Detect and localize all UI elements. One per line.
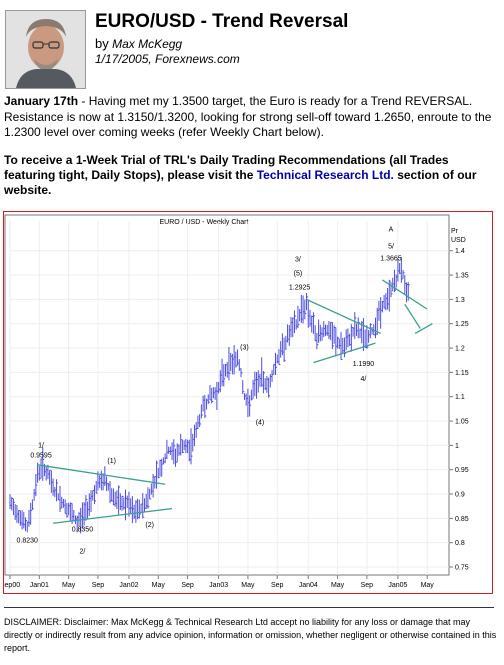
chart-annotation: A <box>389 226 394 233</box>
plot-area <box>4 214 450 576</box>
separator-line <box>4 607 494 608</box>
chart-annotation: 0.8350 <box>72 526 94 533</box>
x-tick-label: Jan02 <box>119 582 138 589</box>
x-tick-label: Sep <box>271 582 284 589</box>
y-tick-label: 0.85 <box>455 516 469 523</box>
promo-text-after: section of our website. <box>4 168 477 197</box>
y-tick-label: 1.35 <box>455 273 469 280</box>
chart-title: EURO / USD - Weekly Chart <box>160 219 249 226</box>
x-tick-label: Jan03 <box>209 582 228 589</box>
byline: by Max McKegg 1/17/2005, Forexnews.com <box>95 36 240 67</box>
chart-annotation: 0.9595 <box>30 453 52 460</box>
chart-annotation: 3/ <box>295 256 301 263</box>
chart-annotation: 1.2925 <box>289 285 311 292</box>
chart-annotation: (1) <box>107 458 116 465</box>
trendline <box>53 507 173 524</box>
trendline <box>306 298 381 335</box>
weekly-chart: EURO / USD - Weekly Chart 1/0.9595 0.8230… <box>3 211 493 594</box>
x-tick-label: May <box>62 582 76 589</box>
trendline <box>382 279 428 310</box>
chart-annotation: (4) <box>256 419 265 426</box>
author-photo <box>5 10 86 89</box>
y-axis-unit-top: Pr <box>451 228 459 235</box>
x-tick-label: Sep <box>361 582 374 589</box>
intro-text: - Having met my 1.3500 target, the Euro … <box>4 94 492 139</box>
chart-bars <box>9 256 410 534</box>
y-axis-unit: USD <box>451 237 466 244</box>
y-tick-label: 1.4 <box>455 248 465 255</box>
y-tick-label: 0.75 <box>455 565 469 572</box>
y-tick-label: 1.15 <box>455 370 469 377</box>
chart-annotation: 5/ <box>388 243 394 250</box>
x-tick-label: Jan01 <box>30 582 49 589</box>
promo-text-before: To receive a 1-Week Trial of TRL's Daily… <box>4 153 449 182</box>
x-tick-label: Jan04 <box>299 582 318 589</box>
trendline <box>313 342 376 364</box>
y-tick-label: 1.25 <box>455 321 469 328</box>
page-title: EURO/USD - Trend Reversal <box>95 11 349 32</box>
y-tick-label: 1 <box>455 443 459 450</box>
author-name: Max McKegg <box>112 37 183 51</box>
y-tick-label: 1.3 <box>455 297 465 304</box>
trendline <box>404 303 421 329</box>
promo-paragraph: To receive a 1-Week Trial of TRL's Daily… <box>4 153 498 198</box>
chart-annotation: (3) <box>240 345 249 352</box>
chart-trendlines <box>37 279 433 524</box>
chart-annotation: (2) <box>145 522 154 529</box>
y-tick-label: 0.8 <box>455 540 465 547</box>
x-tick-label: Sep <box>181 582 194 589</box>
chart-annotation: (5) <box>294 271 303 278</box>
chart-annotation: 1.3665 <box>380 255 402 262</box>
chart-annotation: 1/ <box>38 442 44 449</box>
chart-annotation: 2/ <box>79 548 85 555</box>
x-tick-label: May <box>241 582 255 589</box>
x-tick-label: Sep00 <box>4 582 20 589</box>
trendline <box>37 464 166 485</box>
x-tick-label: Jan05 <box>388 582 407 589</box>
chart-annotation: 1.1990 <box>353 361 375 368</box>
byline-by: by <box>95 36 109 51</box>
intro-date: January 17th <box>4 94 79 108</box>
x-axis: Sep00 Jan01 May Sep Jan02 May Sep Jan03 May Sep Ja… <box>4 575 434 589</box>
trendline <box>414 323 433 335</box>
chart-annotation: 0.8230 <box>17 538 39 545</box>
y-axis: 1.4 1.35 1.3 1.25 1.2 1.15 1.1 1.05 1 0.95 0.9 0.85… <box>449 248 469 572</box>
disclaimer: DISCLAIMER: Disclaimer: Max McKegg & Tec… <box>4 617 497 653</box>
x-tick-label: May <box>152 582 166 589</box>
technical-research-link[interactable]: Technical Research Ltd. <box>256 168 394 182</box>
chart-annotation: 4/ <box>360 376 366 383</box>
x-tick-label: May <box>331 582 345 589</box>
chart-svg: EURO / USD - Weekly Chart 1/0.9595 0.8230… <box>4 214 469 589</box>
x-tick-label: May <box>421 582 435 589</box>
chart-annotations: 1/0.9595 0.8230 (1) 0.8350 2/ (2) (3) (4) 3/ (5) 1… <box>17 226 402 555</box>
y-tick-label: 0.9 <box>455 492 465 499</box>
intro-paragraph: January 17th - Having met my 1.3500 targ… <box>4 94 498 141</box>
y-tick-label: 1.2 <box>455 346 465 353</box>
y-tick-label: 1.1 <box>455 394 465 401</box>
x-tick-label: Sep <box>92 582 105 589</box>
author-portrait-image <box>6 11 85 88</box>
article-date-source: 1/17/2005, Forexnews.com <box>95 52 240 66</box>
y-tick-label: 0.95 <box>455 467 469 474</box>
y-tick-label: 1.05 <box>455 419 469 426</box>
